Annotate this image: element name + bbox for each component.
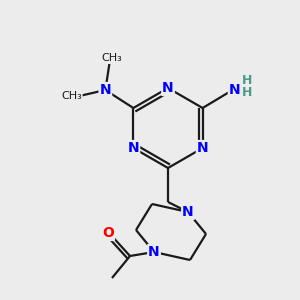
Text: H: H — [242, 74, 252, 88]
Text: N: N — [162, 81, 174, 95]
Text: N: N — [197, 141, 208, 155]
Text: CH₃: CH₃ — [61, 91, 82, 101]
Text: N: N — [182, 205, 194, 219]
Text: CH₃: CH₃ — [101, 53, 122, 63]
Text: N: N — [128, 141, 139, 155]
Text: O: O — [102, 226, 114, 240]
Text: N: N — [229, 83, 241, 97]
Text: N: N — [148, 245, 160, 259]
Text: H: H — [242, 86, 252, 100]
Text: N: N — [100, 83, 111, 97]
